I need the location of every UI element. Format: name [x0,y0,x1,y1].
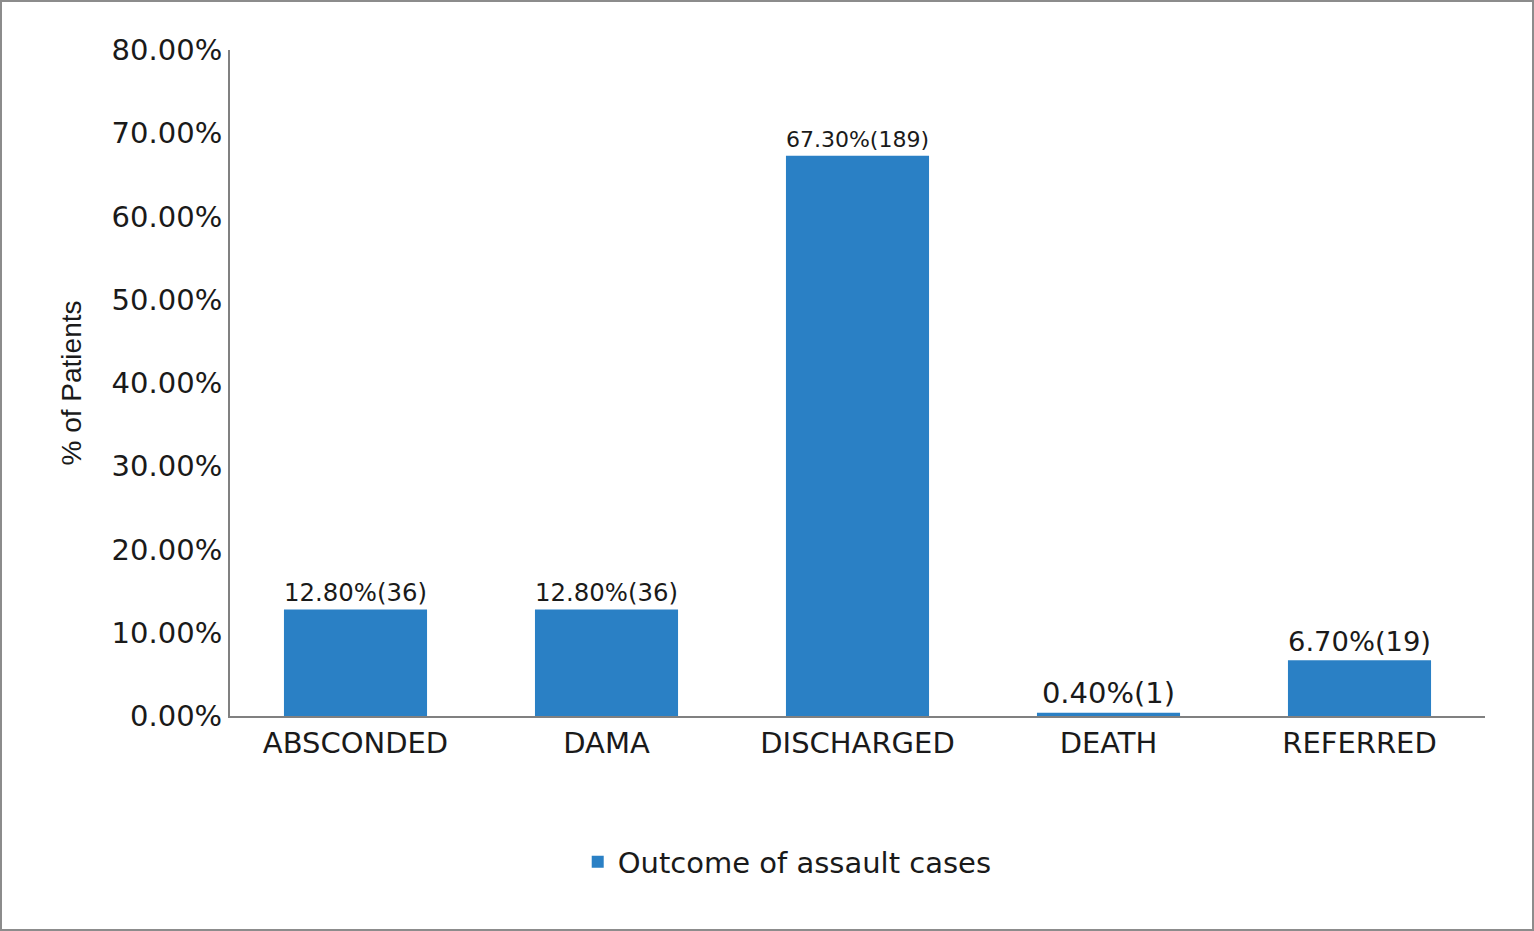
svg-text:6.70%(19): 6.70%(19) [1288,626,1431,657]
svg-text:67.30%(189): 67.30%(189) [786,127,929,152]
svg-text:DISCHARGED: DISCHARGED [760,726,954,760]
svg-text:20.00%: 20.00% [112,533,223,567]
svg-text:10.00%: 10.00% [112,616,223,650]
svg-text:REFERRED: REFERRED [1282,726,1436,760]
svg-text:0.40%(1): 0.40%(1) [1042,676,1175,710]
svg-text:70.00%: 70.00% [112,116,223,150]
svg-text:12.80%(36): 12.80%(36) [535,578,678,607]
svg-text:Outcome of assault cases: Outcome of assault cases [618,846,991,880]
svg-text:ABSCONDED: ABSCONDED [263,726,448,760]
svg-text:30.00%: 30.00% [112,449,223,483]
svg-text:12.80%(36): 12.80%(36) [284,578,427,607]
svg-text:% of Patients: % of Patients [56,301,87,466]
svg-text:50.00%: 50.00% [112,283,223,317]
svg-text:DEATH: DEATH [1060,726,1158,760]
svg-text:DAMA: DAMA [563,726,650,760]
svg-text:40.00%: 40.00% [112,366,223,400]
svg-text:60.00%: 60.00% [112,200,223,234]
svg-text:0.00%: 0.00% [130,699,222,733]
svg-text:80.00%: 80.00% [112,33,223,67]
